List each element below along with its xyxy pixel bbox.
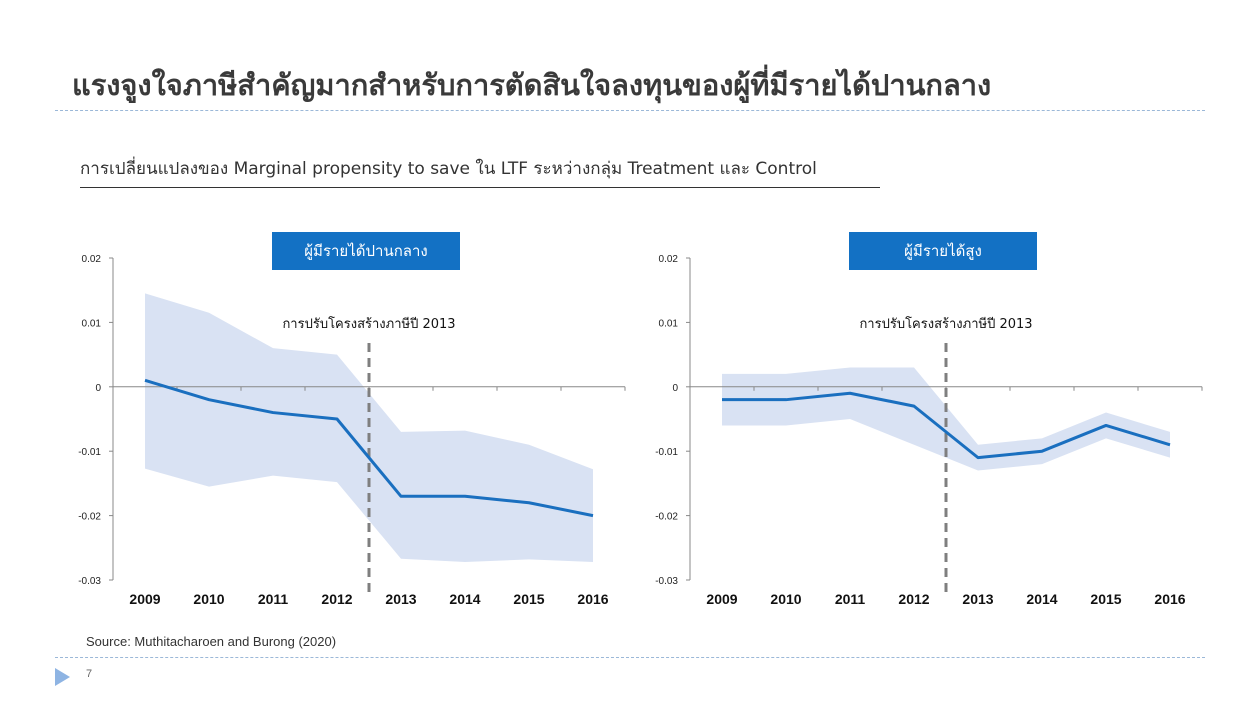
- top-divider: [55, 110, 1205, 111]
- play-triangle-icon: [55, 668, 70, 686]
- y-tick-label: 0.01: [659, 318, 679, 329]
- x-tick-label: 2015: [513, 591, 544, 607]
- mps-series-line: [722, 391, 1171, 460]
- tax-reform-annotation: การปรับโครงสร้างภาษีปี 2013: [859, 316, 1032, 332]
- x-tick-label: 2016: [577, 591, 608, 607]
- confidence-band: [145, 293, 593, 562]
- x-tick-label: 2015: [1090, 591, 1121, 607]
- x-tick-label: 2016: [1154, 591, 1185, 607]
- x-tick-label: 2011: [835, 591, 866, 607]
- y-tick-label: 0.01: [82, 318, 102, 329]
- y-tick-label: -0.02: [655, 512, 678, 523]
- y-tick-label: -0.01: [78, 447, 101, 458]
- x-tick-label: 2014: [449, 591, 480, 607]
- chart-middle-income-plot: 0.02 0.01 0 -0.01 -0.02 -0.03 2009 2010 2011 2012…: [78, 254, 626, 607]
- slide-title: แรงจูงใจภาษีสำคัญมากสำหรับการตัดสินใจลงท…: [72, 68, 992, 102]
- chart-high-income: 0.02 0.01 0 -0.01 -0.02 -0.03 2009 2010 2011 2012…: [637, 228, 1237, 618]
- y-tick-label: 0: [672, 383, 678, 394]
- y-tick-label: -0.01: [655, 447, 678, 458]
- chart-title-high-income: ผู้มีรายได้สูง: [849, 232, 1037, 270]
- y-tick-label: -0.02: [78, 512, 101, 523]
- x-tick-label: 2010: [770, 591, 801, 607]
- y-tick-label: -0.03: [78, 576, 101, 587]
- y-tick-label: -0.03: [655, 576, 678, 587]
- y-tick-label: 0.02: [82, 254, 102, 265]
- x-tick-label: 2012: [321, 591, 352, 607]
- x-tick-label: 2011: [258, 591, 289, 607]
- x-tick-label: 2013: [385, 591, 416, 607]
- chart-title-middle-income: ผู้มีรายได้ปานกลาง: [272, 232, 460, 270]
- x-tick-label: 2009: [129, 591, 160, 607]
- x-tick-label: 2009: [706, 591, 737, 607]
- source-note: Source: Muthitacharoen and Burong (2020): [86, 634, 337, 649]
- mps-series-line: [144, 378, 594, 518]
- x-tick-label: 2013: [962, 591, 993, 607]
- x-tick-label: 2012: [898, 591, 929, 607]
- page-number: 7: [86, 668, 93, 680]
- slide-subtitle: การเปลี่ยนแปลงของ Marginal propensity to…: [80, 155, 880, 188]
- x-tick-label: 2010: [193, 591, 224, 607]
- chart-high-income-plot: 0.02 0.01 0 -0.01 -0.02 -0.03 2009 2010 2011 2012…: [655, 254, 1203, 607]
- bottom-divider: [55, 657, 1205, 658]
- tax-reform-annotation: การปรับโครงสร้างภาษีปี 2013: [282, 316, 455, 332]
- y-tick-label: 0: [95, 383, 101, 394]
- chart-middle-income: 0.02 0.01 0 -0.01 -0.02 -0.03 2009 2010 2011 2012…: [60, 228, 660, 618]
- y-tick-label: 0.02: [659, 254, 679, 265]
- x-tick-label: 2014: [1026, 591, 1057, 607]
